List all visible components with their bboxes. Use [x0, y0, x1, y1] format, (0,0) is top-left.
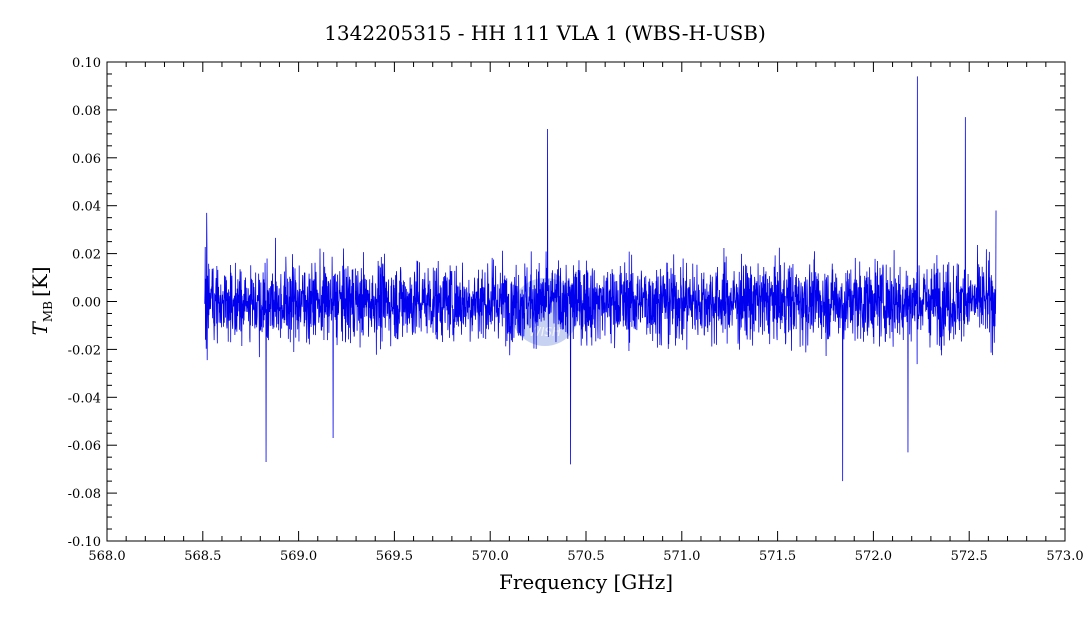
- y-tick-label: 0.08: [72, 104, 101, 119]
- x-tick-label: 572.5: [951, 549, 988, 564]
- spectrum-series: [204, 76, 997, 482]
- y-tick-labels: 0.10 0.08 0.06 0.04 0.02 0.00 -0.02 -0.04 -0.06 -…: [68, 56, 101, 550]
- y-tick-label: 0.04: [72, 200, 101, 215]
- y-axis-label-unit: [K]: [28, 267, 52, 298]
- x-tick-label: 570.0: [472, 549, 509, 564]
- y-tick-label: -0.06: [68, 439, 101, 454]
- y-axis-label: TMB [K]: [28, 267, 55, 336]
- x-tick-label: 568.0: [88, 549, 125, 564]
- y-tick-label: 0.02: [72, 248, 101, 263]
- y-tick-label: 0.10: [72, 56, 101, 71]
- x-tick-label: 569.0: [280, 549, 317, 564]
- y-tick-label: -0.08: [68, 487, 101, 502]
- watermark-text: WISH: [529, 325, 561, 339]
- y-tick-label: -0.02: [68, 343, 101, 358]
- y-tick-label: -0.10: [68, 535, 101, 550]
- x-tick-label: 571.0: [663, 549, 700, 564]
- x-tick-label: 571.5: [759, 549, 796, 564]
- x-tick-label: 569.5: [376, 549, 413, 564]
- axis-ticks: [106, 61, 1066, 542]
- y-tick-label: -0.04: [68, 391, 101, 406]
- x-tick-label: 570.5: [567, 549, 604, 564]
- spectrum-line: [204, 76, 997, 482]
- y-tick-label: 0.00: [72, 296, 101, 311]
- svg-text:TMB[K]: TMB [K]: [28, 267, 55, 336]
- x-axis-label: Frequency [GHz]: [499, 570, 673, 594]
- x-tick-label: 572.0: [855, 549, 892, 564]
- chart-title: 1342205315 - HH 111 VLA 1 (WBS-H-USB): [324, 21, 766, 45]
- x-tick-labels: 568.0 569.0 569.5 570.0 570.5 571.0 571.5 572.0…: [88, 549, 1083, 564]
- x-tick-label: 573.0: [1046, 549, 1083, 564]
- y-axis-label-sub: MB: [41, 301, 55, 322]
- y-tick-label: 0.06: [72, 152, 101, 167]
- y-axis-label-main: T: [28, 321, 52, 336]
- x-tick-label: 568.5: [184, 549, 221, 564]
